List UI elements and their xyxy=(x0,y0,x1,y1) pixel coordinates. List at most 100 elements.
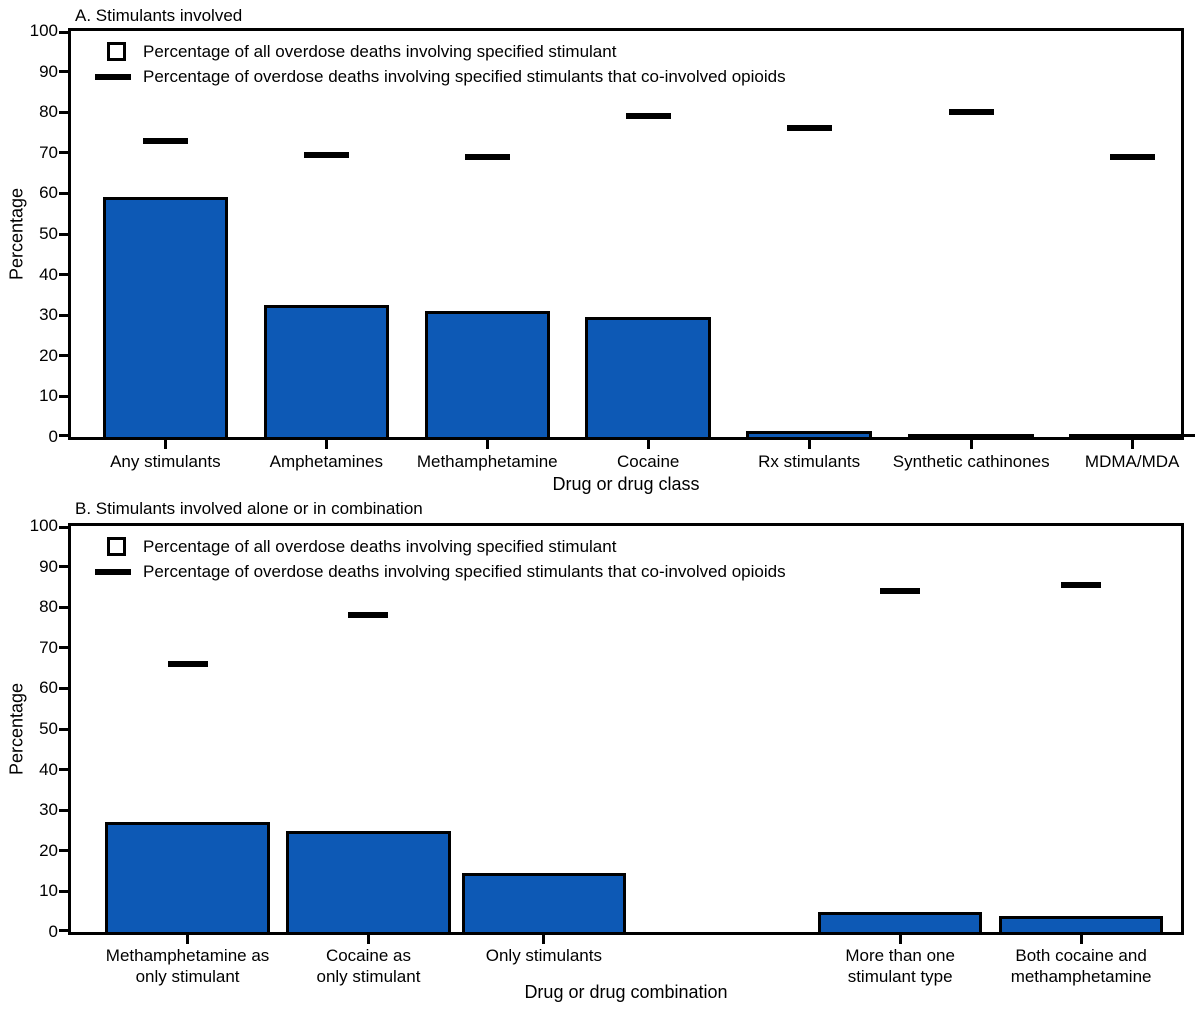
opioid-coinvolved-dash-mdma-mda xyxy=(1109,153,1155,160)
panel-a-x-axis-title: Drug or drug class xyxy=(552,474,700,494)
y-axis-tick-label: 70 xyxy=(39,142,58,162)
y-axis-tick-label: 80 xyxy=(39,597,58,617)
x-axis-tick xyxy=(1079,935,1083,944)
panel-a-legend: Percentage of all overdose deaths involv… xyxy=(95,39,786,89)
y-axis-tick-label: 80 xyxy=(39,102,58,122)
y-axis-tick-label: 10 xyxy=(39,881,58,901)
panel-a-title: A. Stimulants involved xyxy=(75,6,243,25)
y-axis-tick xyxy=(59,727,68,731)
y-axis-tick xyxy=(59,768,68,772)
x-category-label-both-cocaine-and-methamphetamine: Both cocaine and methamphetamine xyxy=(1010,946,1152,986)
legend-row-bars: Percentage of all overdose deaths involv… xyxy=(95,39,786,64)
x-axis-tick xyxy=(485,440,489,449)
y-axis-tick xyxy=(59,31,68,34)
opioid-coinvolved-dash-synthetic-cathinones xyxy=(948,109,994,116)
y-axis-tick xyxy=(59,526,68,529)
legend-label-dashes: Percentage of overdose deaths involving … xyxy=(143,66,786,86)
y-axis-tick xyxy=(59,191,68,195)
y-axis-tick-label: 50 xyxy=(39,224,58,243)
opioid-coinvolved-dash-cocaine-as-only-stimulant xyxy=(348,612,389,619)
bar-only-stimulants xyxy=(461,873,626,932)
x-axis-tick xyxy=(186,935,190,944)
bar-synthetic-cathinones xyxy=(908,433,1034,437)
x-category-label-any-stimulants: Any stimulants xyxy=(110,452,221,471)
y-axis-tick-label: 70 xyxy=(39,637,58,657)
legend-row-dashes: Percentage of overdose deaths involving … xyxy=(95,64,786,89)
y-axis-tick-label: 50 xyxy=(39,719,58,738)
dash-legend-swatch-icon xyxy=(95,73,131,80)
bar-cocaine xyxy=(585,317,711,437)
y-axis-tick xyxy=(59,686,68,690)
x-axis-tick xyxy=(542,935,546,944)
x-axis-tick xyxy=(969,440,973,449)
bar-cocaine-as-only-stimulant xyxy=(286,830,451,932)
y-axis-tick-label: 20 xyxy=(39,840,58,860)
y-axis-tick-label: 20 xyxy=(39,345,58,365)
x-axis-tick xyxy=(807,440,811,449)
y-axis-tick xyxy=(59,605,68,609)
y-axis-tick xyxy=(59,273,68,277)
opioid-coinvolved-dash-more-than-one-stimulant-type xyxy=(880,587,921,594)
y-axis-tick xyxy=(59,354,68,358)
bar-amphetamines xyxy=(263,305,389,437)
y-axis-tick-label: 100 xyxy=(29,516,58,535)
y-axis-tick-label: 40 xyxy=(39,759,58,779)
bar-both-cocaine-and-methamphetamine xyxy=(998,915,1164,932)
panel-a-y-axis-labels: 0 10 20 30 40 50 60 70 80 90 100 xyxy=(0,21,58,446)
panel-b-legend: Percentage of all overdose deaths involv… xyxy=(95,534,786,584)
y-axis-tick-label: 90 xyxy=(39,556,58,576)
y-axis-tick xyxy=(59,110,68,114)
x-axis-tick xyxy=(163,440,167,449)
bar-more-than-one-stimulant-type xyxy=(818,911,983,932)
panel-b-plot-area: Percentage of all overdose deaths involv… xyxy=(59,523,1184,944)
panel-b-title: B. Stimulants involved alone or in combi… xyxy=(75,499,423,518)
bar-legend-swatch-icon xyxy=(107,537,126,556)
bar-any-stimulants xyxy=(102,197,229,437)
opioid-coinvolved-dash-any-stimulants xyxy=(142,137,188,144)
x-category-label-only-stimulants: Only stimulants xyxy=(485,946,602,965)
y-axis-tick-label: 40 xyxy=(39,264,58,284)
panel-b-y-axis-labels: 0 10 20 30 40 50 60 70 80 90 100 xyxy=(0,516,58,941)
opioid-coinvolved-dash-cocaine xyxy=(625,113,671,120)
bar-methamphetamine xyxy=(424,311,550,437)
y-axis-tick xyxy=(59,151,68,155)
x-axis-tick xyxy=(324,440,328,449)
y-axis-tick-label: 30 xyxy=(39,800,58,820)
y-axis-tick xyxy=(59,646,68,650)
x-category-label-amphetamines: Amphetamines xyxy=(269,452,383,471)
legend-row-dashes: Percentage of overdose deaths involving … xyxy=(95,559,786,584)
panel-a-x-axis-labels: Any stimulants Amphetamines Methamphetamin… xyxy=(71,451,1181,501)
y-axis-tick xyxy=(59,565,68,569)
bar-legend-swatch-icon xyxy=(107,42,126,61)
y-axis-tick-label: 90 xyxy=(39,61,58,81)
dash-legend-swatch-icon xyxy=(95,568,131,575)
y-axis-tick xyxy=(59,232,68,236)
x-category-label-mdma-mda: MDMA/MDA xyxy=(1084,452,1180,471)
x-category-label-cocaine-as-only-stimulant: Cocaine as only stimulant xyxy=(316,946,421,986)
opioid-coinvolved-dash-rx-stimulants xyxy=(786,125,832,132)
x-axis-tick xyxy=(646,440,650,449)
y-axis-tick xyxy=(59,434,68,437)
x-category-label-more-than-one-stimulant-type: More than one stimulant type xyxy=(845,946,955,986)
y-axis-tick xyxy=(59,70,68,74)
panel-a-plot-area: Percentage of all overdose deaths involv… xyxy=(59,28,1195,449)
panel-b-x-axis-title: Drug or drug combination xyxy=(524,982,728,1002)
x-axis-tick xyxy=(366,935,370,944)
legend-row-bars: Percentage of all overdose deaths involv… xyxy=(95,534,786,559)
y-axis-tick-label: 60 xyxy=(39,183,58,203)
opioid-coinvolved-dash-both-cocaine-and-methamphetamine xyxy=(1061,581,1102,588)
opioid-coinvolved-dash-amphetamines xyxy=(303,151,349,158)
x-category-label-rx-stimulants: Rx stimulants xyxy=(758,452,861,471)
x-axis-tick xyxy=(1130,440,1134,449)
y-axis-tick-label: 60 xyxy=(39,678,58,698)
x-axis-tick xyxy=(898,935,902,944)
y-axis-tick-label: 0 xyxy=(48,427,58,446)
y-axis-tick xyxy=(59,808,68,812)
bar-rx-stimulants xyxy=(746,430,872,437)
y-axis-tick-label: 0 xyxy=(48,922,58,941)
y-axis-tick-label: 30 xyxy=(39,305,58,325)
legend-label-dashes: Percentage of overdose deaths involving … xyxy=(143,561,786,581)
